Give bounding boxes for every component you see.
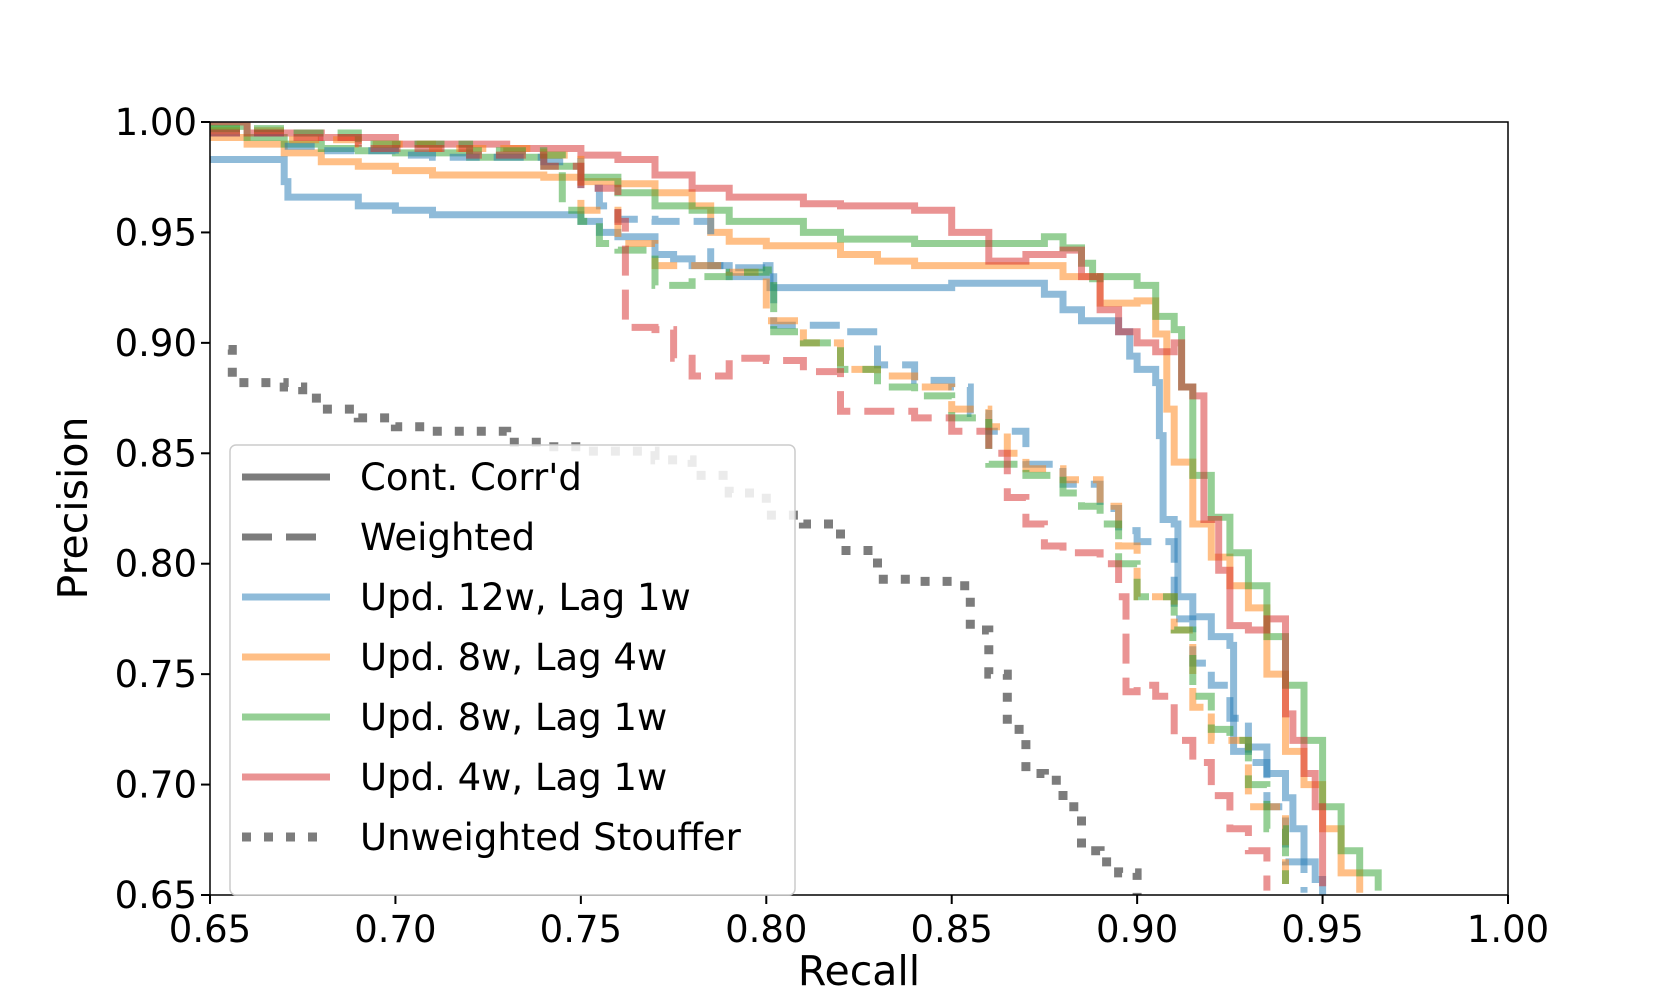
x-tick-label: 0.70 [354, 908, 436, 951]
y-tick-label: 0.85 [115, 432, 197, 475]
x-tick-label: 1.00 [1467, 908, 1549, 951]
y-tick-label: 0.90 [115, 322, 197, 365]
y-tick-label: 0.80 [115, 543, 197, 586]
x-tick-label: 0.90 [1096, 908, 1178, 951]
legend-label: Cont. Corr'd [360, 456, 582, 499]
series-line-6 [210, 125, 1289, 884]
x-tick-label: 0.65 [169, 908, 251, 951]
legend-label: Upd. 4w, Lag 1w [360, 756, 667, 799]
y-tick-label: 0.65 [115, 874, 197, 917]
y-tick-label: 0.70 [115, 764, 197, 807]
y-axis-label: Precision [49, 417, 97, 600]
series-line-0 [210, 156, 1327, 895]
legend-label: Weighted [360, 516, 535, 559]
legend-box [229, 444, 796, 896]
series-layer [210, 122, 1382, 895]
x-tick-label: 0.85 [911, 908, 993, 951]
series-line-7 [210, 129, 1271, 891]
x-axis-label: Recall [798, 947, 920, 995]
legend-label: Upd. 12w, Lag 1w [360, 576, 691, 619]
y-tick-label: 1.00 [115, 101, 197, 144]
x-tick-label: 0.95 [1281, 908, 1363, 951]
tick-layer: 0.65 0.70 0.75 0.80 0.85 0.90 0.95 1.00 0.65 0.70… [115, 101, 1550, 951]
plot-frame [209, 121, 1509, 896]
y-tick-label: 0.75 [115, 653, 197, 696]
legend-label: Unweighted Stouffer [360, 816, 742, 859]
series-line-1 [210, 134, 1364, 893]
legend-label: Upd. 8w, Lag 1w [360, 696, 667, 739]
series-line-8 [227, 345, 1142, 895]
x-tick-label: 0.80 [725, 908, 807, 951]
y-tick-label: 0.95 [115, 211, 197, 254]
legend: Cont. Corr'd Weighted Upd. 12w, Lag 1w Upd.… [229, 444, 796, 896]
x-tick-label: 0.75 [540, 908, 622, 951]
series-line-3 [210, 122, 1327, 887]
legend-label: Upd. 8w, Lag 4w [360, 636, 667, 679]
